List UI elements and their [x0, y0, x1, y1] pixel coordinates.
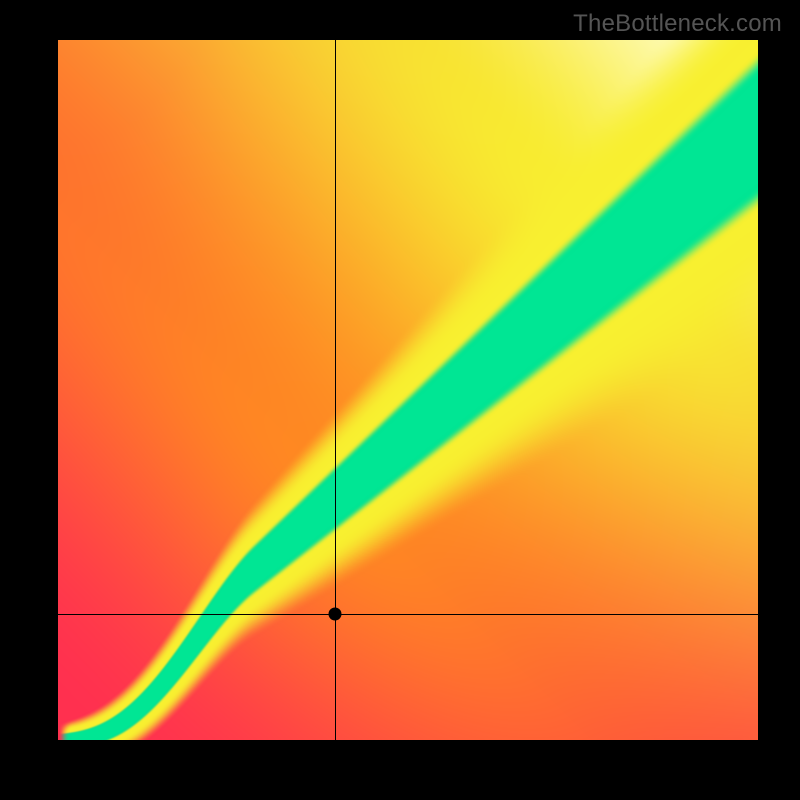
watermark-text: TheBottleneck.com: [573, 10, 782, 38]
heatmap-canvas: [58, 40, 758, 740]
heatmap-plot: [58, 40, 758, 740]
crosshair-horizontal: [58, 614, 758, 615]
crosshair-marker: [328, 608, 341, 621]
crosshair-vertical: [335, 40, 336, 740]
